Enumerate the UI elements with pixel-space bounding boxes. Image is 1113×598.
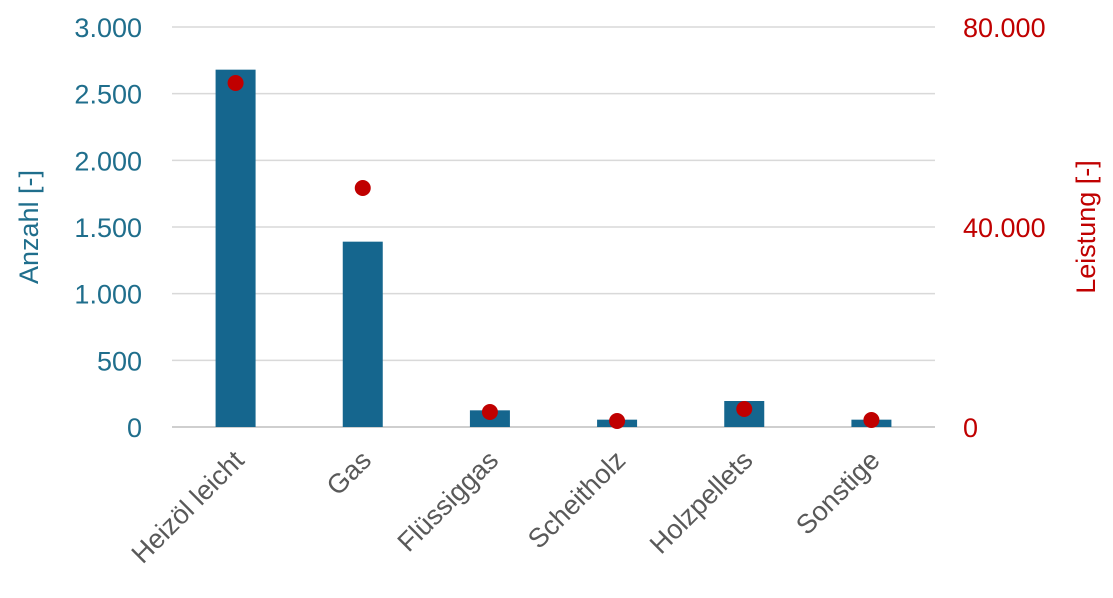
y-tick-label-left: 2.500 (74, 80, 142, 110)
bar (215, 69, 256, 428)
x-tick-label: Heizöl leicht (126, 445, 250, 569)
left-axis-ticks: 0 500 1.000 1.500 2.000 2.500 3.000 (74, 13, 142, 443)
bar (342, 241, 383, 427)
data-point (354, 180, 371, 196)
point-series-leistung (227, 75, 880, 429)
x-tick-label: Holzpellets (644, 445, 759, 560)
y-tick-label-right: 40.000 (963, 213, 1046, 243)
x-tick-label: Sonstige (790, 445, 886, 541)
y-tick-label-left: 500 (97, 346, 142, 376)
data-point (227, 75, 244, 91)
y-tick-label-left: 1.000 (74, 280, 142, 310)
data-point (736, 401, 753, 417)
x-tick-label: Flüssiggas (392, 445, 504, 557)
x-tick-label: Scheitholz (522, 445, 631, 554)
bar-series-anzahl (215, 69, 892, 428)
category-labels: Heizöl leicht Gas Flüssiggas Scheitholz Holz… (126, 445, 886, 569)
gridlines (172, 26, 935, 428)
right-axis-ticks: 0 40.000 80.000 (963, 13, 1046, 443)
x-tick-label: Gas (321, 445, 377, 501)
y-tick-label-left: 2.000 (74, 146, 142, 176)
y-tick-label-left: 3.000 (74, 13, 142, 43)
data-point (863, 412, 880, 428)
data-point (609, 413, 626, 429)
y-axis-title-left: Anzahl [-] (14, 170, 44, 284)
y-tick-label-right: 0 (963, 413, 978, 443)
y-axis-title-right: Leistung [-] (1071, 160, 1101, 294)
y-tick-label-left: 0 (127, 413, 142, 443)
y-tick-label-right: 80.000 (963, 13, 1046, 43)
data-point (481, 404, 498, 420)
y-tick-label-left: 1.500 (74, 213, 142, 243)
